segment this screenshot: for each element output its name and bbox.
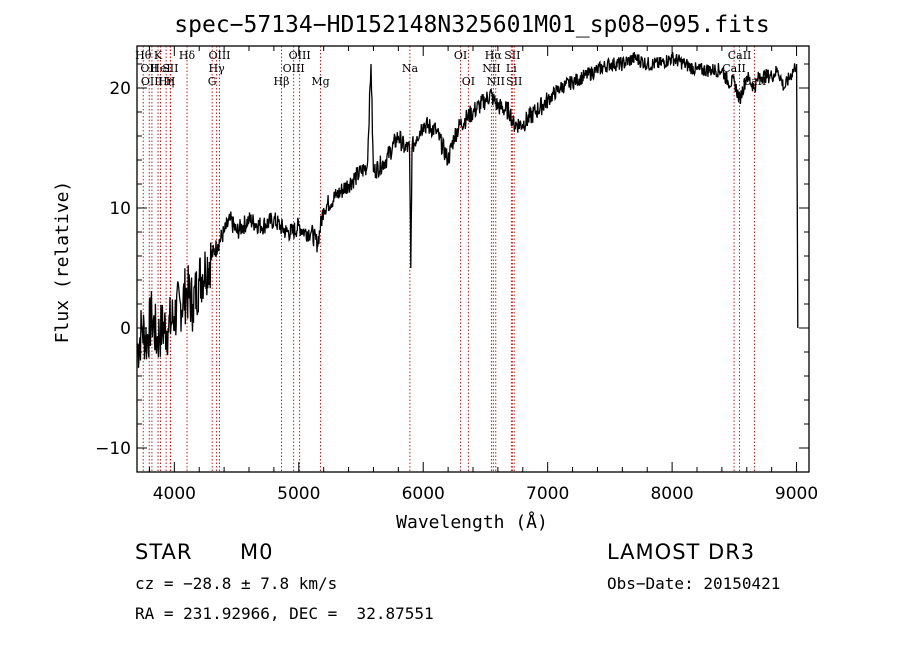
y-tick-label: −10 — [95, 439, 131, 459]
line-label: HeI — [150, 62, 170, 75]
line-label: Hη — [158, 75, 174, 88]
line-label: Hθ — [135, 49, 152, 62]
line-label: SII — [162, 62, 178, 75]
line-label: SII — [504, 49, 520, 62]
line-label: CaII — [728, 49, 752, 62]
line-label: Mg — [311, 75, 329, 88]
emission-line-labels: HθOIIOIIIKHeIHηSIIHHδGHγOIIIHβOIIIOIIIMg… — [135, 49, 766, 88]
line-label: Hα — [485, 49, 503, 62]
spectrum-series-line — [136, 51, 799, 368]
line-label: OI — [462, 75, 475, 88]
line-label: Hδ — [179, 49, 196, 62]
line-label: Na — [402, 62, 419, 75]
line-label: Li — [506, 62, 517, 75]
x-tick-label: 8000 — [650, 484, 693, 504]
line-label: OIII — [289, 49, 311, 62]
chart-title: spec−57134−HD152148N325601M01_sp08−095.f… — [174, 12, 769, 38]
observation-date: Obs−Date: 20150421 — [607, 574, 781, 593]
line-label: OIII — [141, 75, 163, 88]
object-subclass: M0 — [240, 540, 274, 564]
x-tick-label: 4000 — [153, 484, 196, 504]
line-label: OII — [140, 62, 158, 75]
line-label: NII — [482, 62, 500, 75]
y-tick-label: 0 — [120, 319, 131, 339]
coordinates: RA = 231.92966, DEC = 32.87551 — [135, 604, 434, 623]
x-axis-label: Wavelength (Å) — [396, 511, 548, 533]
y-axis-label: Flux (relative) — [52, 181, 73, 344]
line-label: OI — [454, 49, 467, 62]
x-tick-label: 5000 — [277, 484, 320, 504]
y-axis: −10 0 10 20 — [95, 63, 809, 473]
y-tick-label: 20 — [109, 79, 131, 99]
x-tick-label: 7000 — [526, 484, 569, 504]
line-label: H — [166, 75, 176, 88]
line-label: OIII — [283, 62, 305, 75]
emission-line-markers — [142, 46, 755, 472]
line-label: CaII — [722, 62, 746, 75]
line-label: Hγ — [209, 62, 226, 75]
line-label: SII — [506, 75, 522, 88]
line-label: OIII — [208, 49, 230, 62]
object-class: STAR — [135, 540, 193, 564]
line-label: K — [154, 49, 163, 62]
y-tick-label: 10 — [109, 199, 131, 219]
redshift-velocity: cz = −28.8 ± 7.8 km/s — [135, 574, 338, 593]
x-tick-label: 6000 — [402, 484, 445, 504]
line-label: Hβ — [274, 75, 290, 88]
x-axis: 4000 5000 6000 7000 8000 9000 — [148, 46, 818, 504]
x-tick-label: 9000 — [775, 484, 818, 504]
survey-name: LAMOST DR3 — [607, 540, 756, 564]
spectrum-chart: spec−57134−HD152148N325601M01_sp08−095.f… — [52, 12, 818, 533]
line-label: NII — [487, 75, 505, 88]
line-label: G — [208, 75, 217, 88]
